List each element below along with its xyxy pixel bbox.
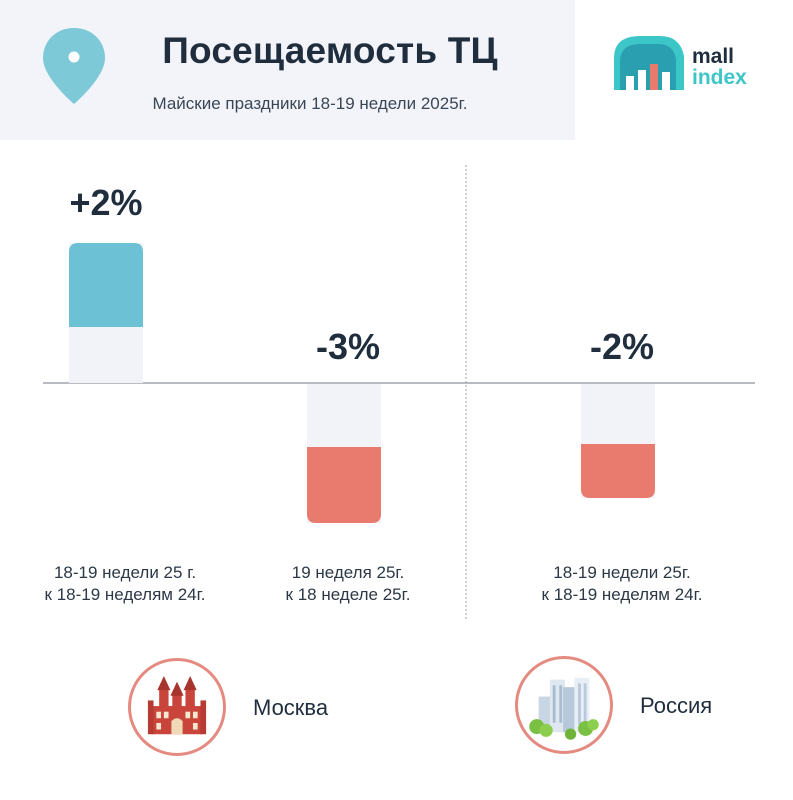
pin-icon xyxy=(43,28,105,104)
bar-2 xyxy=(307,447,381,523)
header-panel: Посещаемость ТЦ Майские праздники 18-19 … xyxy=(0,0,575,140)
russia-badge xyxy=(515,656,613,754)
bar-caption-1-line1: 18-19 недели 25 г. xyxy=(53,563,197,582)
bar-caption-1-line2: к 18-19 неделям 24г. xyxy=(44,585,206,604)
bar-label-3: -2% xyxy=(590,326,654,367)
page-title: Посещаемость ТЦ xyxy=(162,30,498,71)
bar-label-2: -3% xyxy=(316,326,380,367)
moscow-badge xyxy=(128,658,226,756)
russia-city-icon xyxy=(529,677,599,740)
bar-caption-2-line2: к 18 неделе 25г. xyxy=(285,585,411,604)
bar-1 xyxy=(69,243,143,327)
chart-area: +2% -3% -2% xyxy=(43,165,755,620)
region-label-russia: Россия xyxy=(640,693,713,718)
logo-text-index: index xyxy=(692,66,747,89)
bar-caption-3-line2: к 18-19 неделям 24г. xyxy=(541,585,703,604)
page-subtitle: Майские праздники 18-19 недели 2025г. xyxy=(152,94,468,113)
moscow-landmark-icon xyxy=(147,676,207,735)
region-label-moscow: Москва xyxy=(253,695,329,720)
bar-caption-2: 19 неделя 25г. к 18 неделе 25г. xyxy=(228,562,468,606)
bar-caption-1: 18-19 недели 25 г. к 18-19 неделям 24г. xyxy=(5,562,245,606)
bar-3 xyxy=(581,444,655,498)
bar-caption-3: 18-19 недели 25г. к 18-19 неделям 24г. xyxy=(502,562,742,606)
bar-caption-3-line1: 18-19 недели 25г. xyxy=(553,563,691,582)
logo-text-mall: mall xyxy=(692,45,735,68)
mall-index-logo xyxy=(614,36,684,90)
bar-label-1: +2% xyxy=(69,182,142,223)
bar-caption-2-line1: 19 неделя 25г. xyxy=(291,563,405,582)
